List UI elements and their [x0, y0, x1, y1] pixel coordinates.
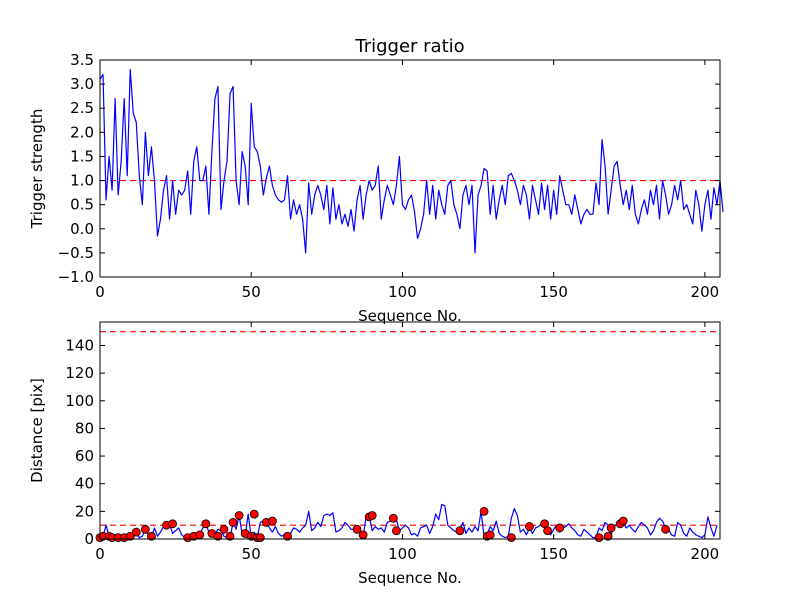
- y-tick-label: 2.5: [70, 99, 94, 117]
- plot-frame: [99, 59, 721, 278]
- x-tick-label: 50: [242, 545, 261, 563]
- x-tick-label: 50: [242, 283, 261, 301]
- marker-point: [213, 531, 223, 541]
- trigger-ratio-chart: −1.0 −0.5 0.0 0.5 1.0 1.5 2.0 2.5 3.0 3.5 0 50 100 1…: [28, 36, 724, 325]
- marker-point: [219, 524, 229, 534]
- marker-point: [485, 530, 495, 540]
- x-tick-label: 0: [95, 545, 105, 563]
- x-ticks: 0 50 100 150 200: [95, 322, 719, 563]
- chart-title: Trigger ratio: [354, 36, 464, 57]
- x-tick-label: 100: [388, 283, 417, 301]
- marker-point: [358, 530, 368, 540]
- plot-frame: [99, 321, 721, 540]
- marker-point: [388, 513, 398, 523]
- y-tick-label: 3.0: [70, 75, 94, 93]
- data-series: [99, 69, 724, 254]
- x-tick-label: 150: [539, 283, 568, 301]
- y-ticks: −1.0 −0.5 0.0 0.5 1.0 1.5 2.0 2.5 3.0 3.5: [58, 51, 720, 286]
- y-tick-label: 20: [75, 502, 94, 520]
- y-tick-label: 80: [75, 419, 94, 437]
- x-tick-label: 0: [95, 283, 105, 301]
- y-tick-label: 140: [65, 336, 94, 354]
- x-axis-label: Sequence No.: [358, 569, 462, 587]
- marker-point: [267, 516, 277, 526]
- y-tick-label: 3.5: [70, 51, 94, 69]
- marker-point: [249, 509, 259, 519]
- marker-point: [543, 526, 553, 536]
- x-ticks: 0 50 100 150 200: [95, 60, 719, 301]
- y-axis-label: Trigger strength: [28, 109, 46, 230]
- marker-point: [506, 533, 516, 543]
- y-tick-label: −1.0: [58, 268, 94, 286]
- marker-point: [352, 524, 362, 534]
- x-axis-label: Sequence No.: [358, 307, 462, 325]
- distance-chart: 0 20 40 60 80 100 120 140 0 50 100 150 200 Sequence…: [28, 321, 721, 587]
- x-tick-label: 200: [691, 545, 720, 563]
- marker-point: [391, 526, 401, 536]
- marker-point: [594, 533, 604, 543]
- y-tick-label: 0.0: [70, 220, 94, 238]
- y-tick-label: 1.5: [70, 147, 94, 165]
- y-tick-label: −0.5: [58, 244, 94, 262]
- marker-point: [555, 523, 565, 533]
- y-tick-label: 0.5: [70, 196, 94, 214]
- x-tick-label: 150: [539, 545, 568, 563]
- marker-point: [125, 531, 135, 541]
- marker-point: [455, 526, 465, 536]
- y-tick-label: 2.0: [70, 123, 94, 141]
- marker-point: [367, 511, 377, 520]
- marker-point: [618, 516, 628, 526]
- marker-point: [255, 533, 265, 543]
- marker-point: [225, 531, 235, 541]
- marker-point: [147, 531, 156, 541]
- y-tick-label: 60: [75, 447, 94, 465]
- marker-point: [525, 522, 534, 531]
- x-tick-label: 100: [388, 545, 417, 563]
- x-tick-label: 200: [691, 283, 720, 301]
- y-ticks: 0 20 40 60 80 100 120 140: [65, 336, 720, 548]
- marker-point: [131, 527, 141, 537]
- y-tick-label: 1.0: [70, 172, 94, 190]
- y-tick-label: 0: [84, 530, 94, 548]
- marker-point: [283, 531, 292, 541]
- marker-point: [479, 506, 489, 516]
- marker-point: [140, 524, 150, 534]
- marker-point: [603, 531, 613, 541]
- y-tick-label: 100: [65, 392, 94, 410]
- marker-points: [95, 506, 670, 543]
- marker-point: [168, 519, 177, 529]
- marker-point: [201, 519, 211, 529]
- marker-point: [228, 518, 238, 527]
- marker-point: [234, 511, 244, 520]
- marker-point: [606, 523, 616, 533]
- y-tick-label: 120: [65, 364, 94, 382]
- marker-point: [195, 530, 205, 540]
- y-tick-label: 40: [75, 475, 94, 493]
- series-line: [99, 69, 724, 254]
- y-axis-label: Distance [pix]: [28, 378, 46, 483]
- marker-point: [661, 524, 670, 534]
